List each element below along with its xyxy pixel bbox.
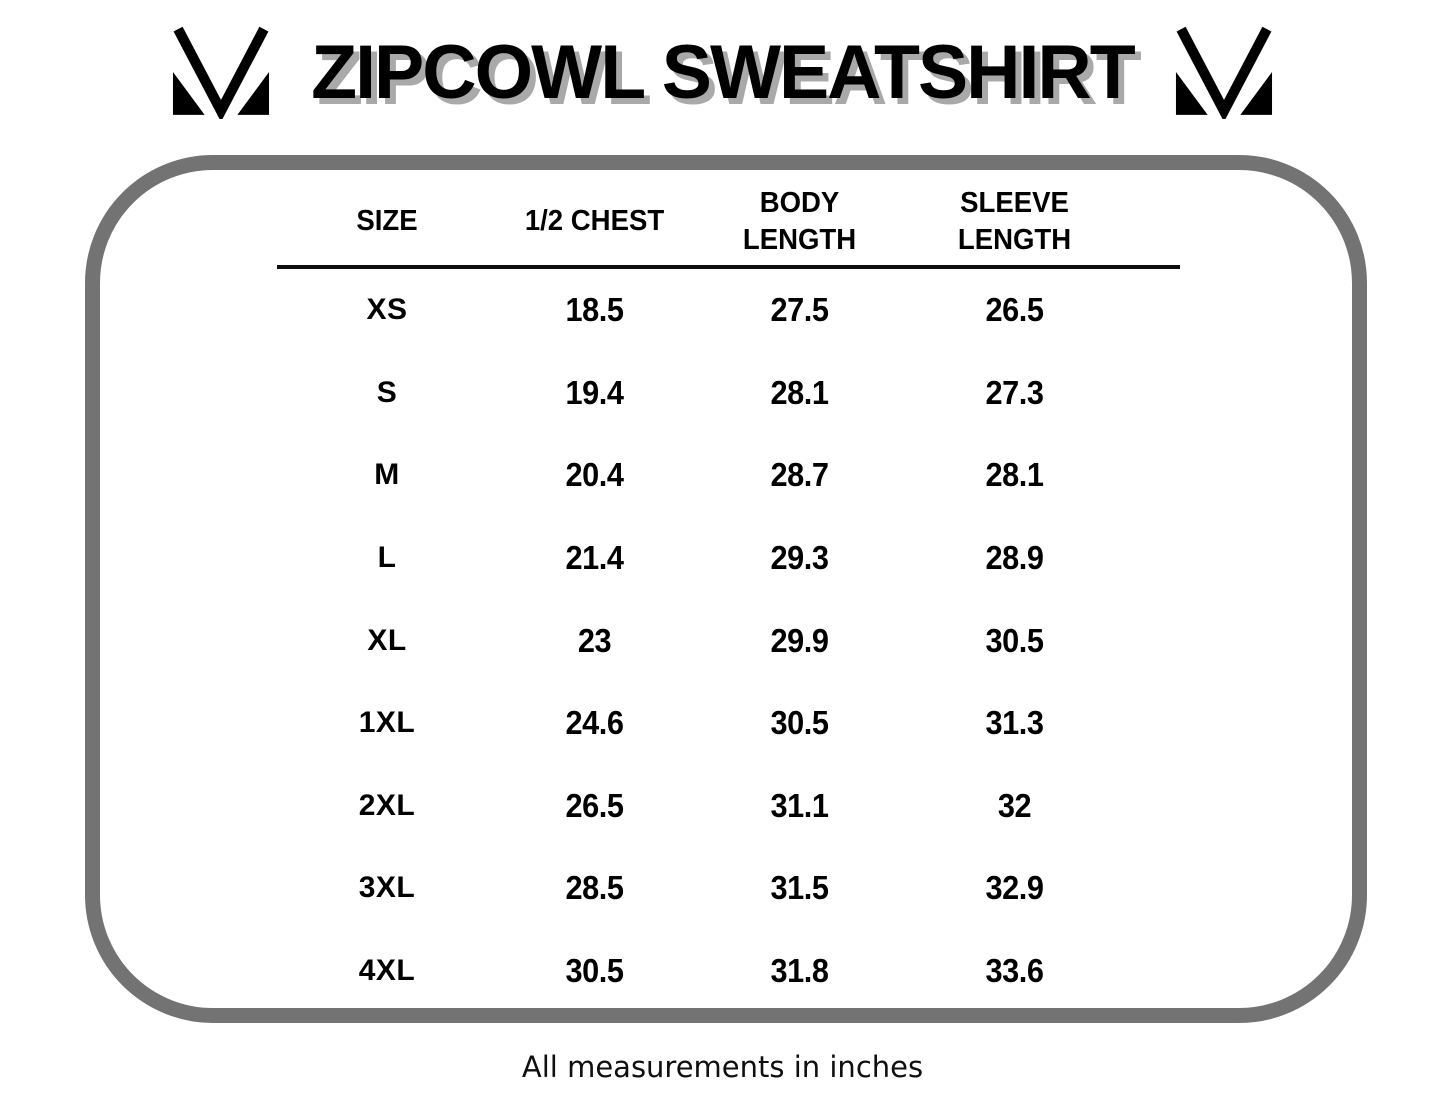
measurement-value: 32 bbox=[997, 786, 1032, 824]
measurement-value: 30.5 bbox=[985, 621, 1044, 659]
measurement-value: 20.4 bbox=[565, 456, 624, 494]
measurement-value: 33.6 bbox=[985, 952, 1044, 990]
column-header: SLEEVE LENGTH bbox=[957, 186, 1072, 256]
brand-logo-left bbox=[169, 25, 273, 119]
measurement-value: 31.5 bbox=[770, 869, 829, 907]
measurement-value: 21.4 bbox=[565, 539, 624, 577]
measurement-value: 30.5 bbox=[770, 704, 829, 742]
brand-logo-right bbox=[1172, 25, 1276, 119]
size-chart-panel: SIZE 1/2 CHEST BODY LENGTH SLEEVE LENGTH XS… bbox=[85, 155, 1367, 1023]
measurement-value: 28.1 bbox=[770, 373, 829, 411]
measurement-value: 18.5 bbox=[565, 291, 624, 329]
size-label: 3XL bbox=[358, 871, 416, 905]
m-logo-icon bbox=[1175, 26, 1272, 119]
measurement-value: 31.1 bbox=[770, 786, 829, 824]
measurement-value: 30.5 bbox=[565, 952, 624, 990]
measurement-value: 27.3 bbox=[985, 373, 1044, 411]
table-header-row: SIZE 1/2 CHEST BODY LENGTH SLEEVE LENGTH bbox=[277, 180, 1122, 264]
measurement-value: 24.6 bbox=[565, 704, 624, 742]
measurement-value: 31.8 bbox=[770, 952, 829, 990]
column-header: BODY LENGTH bbox=[742, 186, 857, 256]
page-title: ZIPCOWL SWEATSHIRT bbox=[311, 29, 1136, 115]
m-logo-icon bbox=[173, 26, 270, 119]
measurement-value: 29.9 bbox=[770, 621, 829, 659]
page-header: ZIPCOWL SWEATSHIRT bbox=[0, 16, 1445, 128]
size-label: S bbox=[376, 375, 398, 409]
column-header: 1/2 CHEST bbox=[524, 205, 665, 238]
size-label: L bbox=[377, 541, 397, 575]
measurement-value: 28.9 bbox=[985, 539, 1044, 577]
measurement-value: 28.7 bbox=[770, 456, 829, 494]
units-footnote: All measurements in inches bbox=[521, 1050, 924, 1084]
measurement-value: 23 bbox=[577, 621, 612, 659]
measurement-value: 19.4 bbox=[565, 373, 624, 411]
size-label: 4XL bbox=[358, 954, 416, 988]
measurement-value: 32.9 bbox=[985, 869, 1044, 907]
measurement-value: 28.5 bbox=[565, 869, 624, 907]
size-label: 1XL bbox=[358, 706, 416, 740]
header-rule bbox=[277, 265, 1180, 269]
column-header: SIZE bbox=[356, 205, 418, 238]
size-label: XS bbox=[366, 293, 408, 327]
size-label: XL bbox=[367, 623, 407, 657]
measurement-value: 31.3 bbox=[985, 704, 1044, 742]
size-label: 2XL bbox=[358, 788, 416, 822]
measurement-value: 27.5 bbox=[770, 291, 829, 329]
measurement-value: 29.3 bbox=[770, 539, 829, 577]
size-label: M bbox=[374, 458, 400, 492]
table-body: XS 18.5 27.5 26.5 S 19.4 28.1 27.3 M 20.4 28.7 28.1… bbox=[277, 269, 1122, 1012]
measurement-value: 28.1 bbox=[985, 456, 1044, 494]
measurement-value: 26.5 bbox=[985, 291, 1044, 329]
measurement-value: 26.5 bbox=[565, 786, 624, 824]
